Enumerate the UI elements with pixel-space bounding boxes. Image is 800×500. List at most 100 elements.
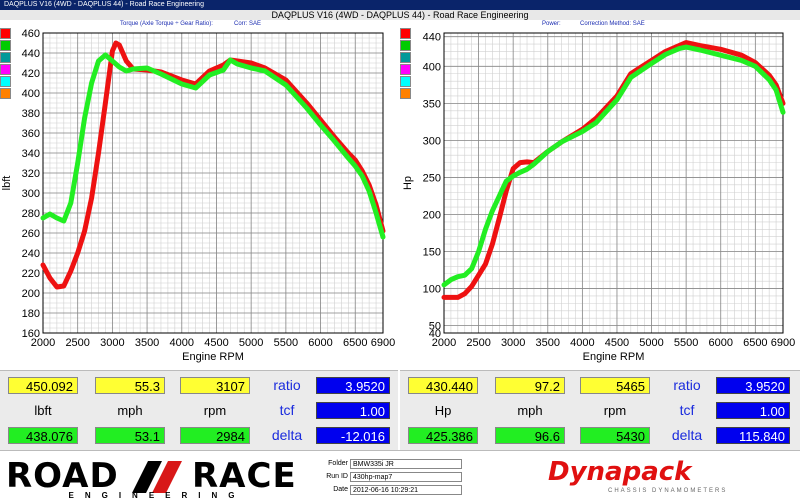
torque-corr-label: Corr: SAE xyxy=(234,21,262,27)
power-readout-panel: 430.440 97.2 5465 ratio 3.9520 Hp mph rp… xyxy=(400,370,800,450)
y-tick-label: 440 xyxy=(22,48,40,60)
torque-header-label: Torque (Axle Torque ÷ Gear Ratio): xyxy=(120,21,213,27)
x-tick-label: 5000 xyxy=(639,337,663,349)
folder-field[interactable]: BMW335i JR xyxy=(350,459,462,469)
ratio-value: 3.9520 xyxy=(716,377,790,394)
y-tick-label: 50 xyxy=(429,321,441,333)
delta-value: -12.016 xyxy=(316,427,390,444)
power-corr-label: Correction Method: SAE xyxy=(580,21,645,27)
y-tick-label: 160 xyxy=(22,328,40,340)
x-tick-label: 6500 xyxy=(743,337,767,349)
delta-value: 115.840 xyxy=(716,427,790,444)
x-tick-label: 6900 xyxy=(771,337,795,349)
dynapack-logo: Dynapack CHASSIS DYNAMOMETERS xyxy=(548,457,744,497)
run-id-field[interactable]: 430hp-map7 xyxy=(350,472,462,482)
x-tick-label: 2500 xyxy=(65,337,89,349)
y-tick-label: 460 xyxy=(22,28,40,40)
y-tick-label: 200 xyxy=(423,209,441,221)
y-tick-label: 240 xyxy=(22,248,40,260)
date-field[interactable]: 2012-06-16 10:29:21 xyxy=(350,485,462,495)
y-tick-label: 250 xyxy=(423,172,441,184)
y-tick-label: 180 xyxy=(22,308,40,320)
footer: ROAD RACE ENGINEERING Folder BMW335i JR … xyxy=(0,450,800,500)
power-cursor-value: 430.440 xyxy=(408,377,478,394)
logo-engineering-text: ENGINEERING xyxy=(68,491,246,500)
x-axis-label: Engine RPM xyxy=(182,351,244,363)
x-tick-label: 3500 xyxy=(135,337,159,349)
power-compare-value: 425.386 xyxy=(408,427,478,444)
run-swatch-4[interactable] xyxy=(0,64,11,75)
run-swatch-2[interactable] xyxy=(400,40,411,51)
y-tick-label: 420 xyxy=(22,68,40,80)
run-swatch-3[interactable] xyxy=(0,52,11,63)
series-line-2 xyxy=(441,44,786,288)
ratio-label: ratio xyxy=(273,377,301,393)
y-tick-label: 360 xyxy=(22,128,40,140)
power-chart-panel: 2000 2500 3000 3500 4000 4500 5000 5500 6000 6500… xyxy=(400,28,800,370)
plot-frame xyxy=(42,32,384,334)
rpm-unit-label: rpm xyxy=(603,403,627,418)
dynapack-wordmark: Dynapack xyxy=(548,457,692,487)
run-swatch-6[interactable] xyxy=(400,88,411,99)
power-chart: 2000 2500 3000 3500 4000 4500 5000 5500 6000 6500… xyxy=(402,32,795,363)
x-tick-label: 4500 xyxy=(204,337,228,349)
y-tick-label: 300 xyxy=(22,188,40,200)
y-tick-label: 300 xyxy=(423,135,441,147)
x-tick-label: 4500 xyxy=(605,337,629,349)
run-swatch-1[interactable] xyxy=(0,28,11,39)
delta-label: delta xyxy=(271,427,303,443)
run-swatch-3[interactable] xyxy=(400,52,411,63)
y-tick-label: 200 xyxy=(22,288,40,300)
power-cursor-rpm: 5465 xyxy=(580,377,650,394)
y-tick-label: 100 xyxy=(423,284,441,296)
y-tick-label: 40 xyxy=(429,328,441,340)
run-swatch-4[interactable] xyxy=(400,64,411,75)
delta-label: delta xyxy=(671,427,703,443)
x-tick-label: 3000 xyxy=(501,337,525,349)
y-tick-label: 320 xyxy=(22,168,40,180)
folder-label: Folder xyxy=(328,460,348,467)
x-tick-label: 3500 xyxy=(536,337,560,349)
run-swatch-5[interactable] xyxy=(400,76,411,87)
plot-frame xyxy=(443,32,784,334)
ratio-label: ratio xyxy=(673,377,701,393)
x-tick-label: 5000 xyxy=(239,337,263,349)
x-tick-label: 4000 xyxy=(170,337,194,349)
rpm-unit-label: rpm xyxy=(203,403,227,418)
y-tick-label: 440 xyxy=(423,32,441,44)
torque-readout-panel: 450.092 55.3 3107 ratio 3.9520 lbft mph … xyxy=(0,370,398,450)
logo-slash-icon xyxy=(132,461,182,493)
x-tick-label: 6000 xyxy=(708,337,732,349)
run-swatch-1[interactable] xyxy=(400,28,411,39)
tcf-label: tcf xyxy=(279,402,295,418)
power-header-label: Power: xyxy=(542,21,561,27)
series-line-2 xyxy=(40,52,386,240)
torque-chart: 2000 2500 3000 3500 4000 4500 5000 5500 6000 6500… xyxy=(1,28,395,363)
torque-run-legend xyxy=(0,28,12,100)
y-tick-label: 400 xyxy=(22,88,40,100)
speed-unit-label: mph xyxy=(517,403,543,418)
x-tick-label: 2000 xyxy=(31,337,55,349)
y-axis-label: lbft xyxy=(1,176,13,191)
torque-compare-value: 438.076 xyxy=(8,427,78,444)
run-swatch-2[interactable] xyxy=(0,40,11,51)
x-tick-label: 5500 xyxy=(674,337,698,349)
torque-unit-label: lbft xyxy=(34,403,52,418)
date-label: Date xyxy=(333,486,348,493)
torque-cursor-value: 450.092 xyxy=(8,377,78,394)
power-compare-rpm: 5430 xyxy=(580,427,650,444)
x-tick-label: 3000 xyxy=(100,337,124,349)
tcf-value: 1.00 xyxy=(316,402,390,419)
run-swatch-5[interactable] xyxy=(0,76,11,87)
x-axis-label: Engine RPM xyxy=(583,351,645,363)
y-tick-label: 220 xyxy=(22,268,40,280)
x-tick-label: 6500 xyxy=(343,337,367,349)
power-run-legend xyxy=(400,28,412,100)
power-cursor-speed: 97.2 xyxy=(495,377,565,394)
dynapack-tagline: CHASSIS DYNAMOMETERS xyxy=(608,488,728,494)
run-id-label: Run ID xyxy=(326,473,348,480)
x-tick-label: 5500 xyxy=(274,337,298,349)
y-axis-label: Hp xyxy=(402,176,414,190)
run-swatch-6[interactable] xyxy=(0,88,11,99)
window-title-bar: DAQPLUS V16 (4WD - DAQPLUS 44) - Road Ra… xyxy=(0,0,800,10)
